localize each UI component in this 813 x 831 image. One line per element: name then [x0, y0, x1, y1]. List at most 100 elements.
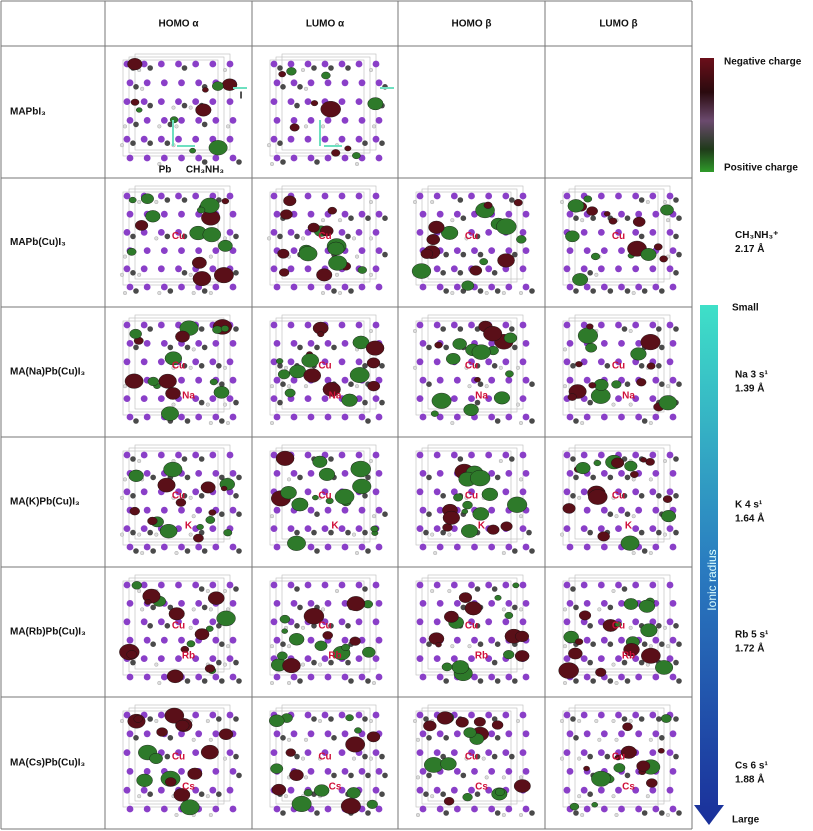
column-header: HOMO α [158, 19, 199, 30]
lead-atom [460, 215, 467, 221]
lead-atom [311, 529, 317, 536]
iodine-atom [175, 265, 182, 273]
iodine-atom [178, 117, 185, 124]
iodine-atom [649, 395, 657, 402]
orbital-lobe [512, 582, 520, 589]
iodine-atom [580, 711, 588, 719]
orbital-lobe [131, 581, 142, 590]
iodine-atom [563, 488, 571, 496]
iodine-atom [580, 488, 588, 496]
hydrogen-atom [372, 514, 377, 519]
hydrogen-atom [416, 775, 421, 780]
orbital-lobe [321, 71, 331, 80]
hydrogen-atom [287, 644, 292, 649]
orbital-lobe [461, 508, 469, 515]
lead-atom [314, 810, 320, 816]
hydrogen-atom [597, 607, 602, 612]
iodine-atom [502, 321, 510, 329]
orbital-lobe [614, 754, 622, 761]
orbital-lobe [420, 248, 434, 259]
lead-atom [590, 288, 596, 294]
iodine-atom [143, 768, 151, 775]
iodine-atom [471, 768, 478, 775]
iodine-atom [192, 358, 200, 366]
hydrogen-atom [516, 365, 521, 370]
iodine-atom [209, 358, 217, 366]
iodine-atom [635, 340, 643, 347]
lead-atom [294, 102, 300, 109]
iodine-atom [270, 395, 278, 402]
orbital-lobe [461, 524, 479, 538]
lead-atom [365, 678, 371, 684]
iodine-atom [580, 525, 588, 532]
hydrogen-atom [430, 794, 435, 799]
iodine-atom [178, 79, 185, 87]
orbital-lobe [208, 140, 228, 156]
iodine-atom [505, 470, 513, 477]
iodine-atom [212, 247, 220, 255]
hydrogen-atom [191, 607, 196, 612]
orbital-image: Cu [411, 185, 535, 296]
orbital-lobe [164, 707, 185, 724]
orbital-lobe [287, 535, 306, 551]
lattice-frame [269, 580, 365, 676]
orbital-lobe [411, 263, 432, 279]
iodine-atom [519, 321, 527, 329]
iodine-atom [270, 135, 278, 143]
orbital-lobe [461, 280, 475, 291]
lead-atom [641, 288, 648, 294]
lead-atom [348, 381, 354, 388]
lead-atom [147, 140, 153, 146]
hydrogen-atom [208, 421, 213, 426]
copper-label: Cu [172, 752, 185, 763]
iodine-atom [669, 768, 677, 775]
hydrogen-atom [171, 495, 176, 500]
iodine-atom [522, 600, 530, 607]
lead-atom [443, 678, 449, 684]
hydrogen-atom [205, 719, 210, 724]
iodine-atom [583, 805, 591, 813]
lead-atom [150, 474, 156, 481]
hydrogen-atom [430, 532, 435, 537]
iodine-atom [618, 340, 625, 347]
orbital-lobe [341, 393, 358, 407]
iodine-atom [324, 805, 332, 813]
hydrogen-atom [154, 532, 159, 537]
lead-atom [607, 288, 614, 294]
iodine-atom [157, 618, 165, 626]
iodine-atom [290, 413, 298, 421]
iodine-atom [583, 247, 591, 255]
lead-atom [294, 753, 300, 760]
orbital-lobe [496, 218, 517, 235]
lead-atom [280, 84, 286, 90]
orbital-lobe [197, 206, 206, 214]
lead-atom [233, 753, 239, 760]
iodine-atom [583, 376, 591, 384]
lead-atom [277, 363, 283, 369]
iodine-atom [304, 581, 312, 589]
orbital-lobe [277, 248, 290, 259]
hydrogen-atom [225, 124, 230, 129]
hydrogen-atom [484, 291, 489, 296]
orbital-lobe [640, 457, 647, 463]
iodine-atom [566, 210, 574, 218]
orbital-lobe [216, 610, 236, 627]
iodine-atom [290, 340, 298, 347]
lattice [560, 444, 679, 556]
orbital-lobe [284, 388, 296, 398]
lead-atom [297, 474, 303, 481]
iodine-atom [226, 192, 234, 200]
lead-atom [216, 791, 222, 797]
iodine-atom [652, 283, 660, 291]
lead-atom [529, 548, 535, 554]
iodine-atom [580, 229, 588, 236]
lead-atom [426, 511, 432, 517]
lead-atom [638, 233, 645, 240]
orbital-lobe [491, 720, 504, 730]
hydrogen-atom [580, 421, 585, 426]
orbital-lobe [503, 650, 515, 660]
lead-atom [184, 474, 191, 481]
iodine-atom [666, 655, 674, 662]
